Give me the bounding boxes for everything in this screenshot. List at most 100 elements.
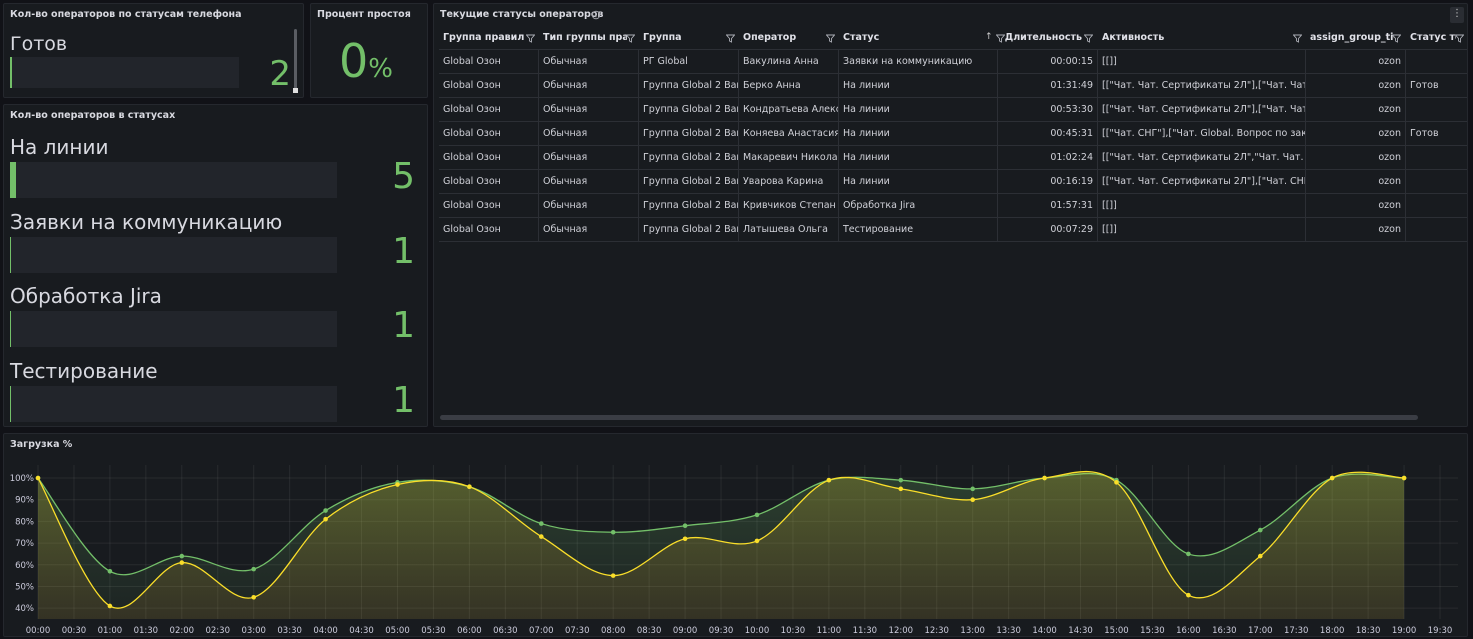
y-tick-label: 60% [15,561,34,571]
panel-menu[interactable]: ⋮ [1450,7,1464,23]
data-point [1401,475,1407,481]
table-cell: ozon [1306,146,1406,170]
series-area [38,471,1405,619]
table-cell: Тестирование [839,218,998,242]
column-header[interactable]: Активность [1102,32,1165,43]
gauge-label: Готов [10,33,68,55]
table-cell: Global Озон [439,146,539,170]
y-tick-label: 90% [15,496,34,506]
table-cell: Группа Global 2 Ваку [639,98,739,122]
table-panel: Текущие статусы операторов ⋮ Группа прав… [433,3,1468,427]
filter-icon[interactable] [1293,34,1302,43]
column-header[interactable]: Тип группы прав [543,32,627,43]
row-rule [439,241,1467,242]
y-tick-label: 50% [15,582,34,592]
panel-title: Загрузка % [10,439,73,450]
filter-shape [1293,34,1302,43]
data-point [538,534,544,539]
table-cell: [["Чат. СНГ"],["Чат. Global. Вопрос по з… [1098,122,1306,146]
x-tick-label: 11:30 [853,626,878,636]
table-cell: На линии [839,98,998,122]
table-cell: Global Озон [439,218,539,242]
data-point [1186,592,1191,598]
data-point [682,536,688,542]
column-header[interactable]: assign_group_ticl [1310,32,1394,43]
x-tick-label: 14:00 [1032,626,1057,636]
x-tick-label: 19:30 [1428,626,1453,636]
table-cell: ozon [1306,218,1406,242]
table-cell: На линии [839,122,998,146]
x-tick-label: 19:00 [1392,626,1417,636]
data-point [754,538,760,544]
x-tick-label: 05:30 [421,626,446,636]
gauge-bar [10,236,12,273]
x-tick-label: 12:00 [889,626,914,636]
table-cell: [["Чат. Чат. Сертификаты 2Л","Чат. Чат. … [1098,146,1306,170]
table-cell: Обычная [539,98,639,122]
gauge-label: Заявки на коммуникацию [10,209,283,234]
y-tick-label: 80% [15,517,34,527]
x-tick-label: 08:00 [601,626,626,636]
table-cell: [["Чат. Чат. Сертификаты 2Л"],["Чат. Чат… [1098,98,1306,122]
x-tick-label: 07:00 [529,626,554,636]
gauge-label: Тестирование [10,358,158,383]
idle-panel: Процент простоя 0% [310,3,428,98]
data-point [1329,475,1335,481]
gauge-track [10,236,337,273]
table-cell: 01:02:24 [998,146,1098,170]
x-tick-label: 06:00 [457,626,482,636]
panel-title: Кол-во операторов в статусах [10,110,176,121]
column-header[interactable]: Оператор [743,32,797,43]
panel-title: Кол-во операторов по статусам телефона [10,9,242,20]
table-cell: ozon [1306,50,1406,74]
row-rule [439,73,1467,74]
row-rule [439,145,1467,146]
table-cell: РГ Global [639,50,739,74]
filter-icon[interactable] [996,34,1005,43]
column-header[interactable]: Группа [643,32,682,43]
x-tick-label: 16:30 [1212,626,1237,636]
column-header[interactable]: Статус [843,32,880,43]
filter-icon[interactable] [1455,34,1464,43]
filter-icon[interactable] [826,34,835,43]
row-rule [439,121,1467,122]
series-line [37,470,1405,609]
y-tick-label: 40% [15,604,34,614]
filter-icon[interactable] [526,34,535,43]
gauge-value: 1 [392,305,415,346]
info-icon[interactable] [591,10,601,20]
data-point [251,595,256,600]
filter-icon[interactable] [726,34,735,43]
header-rule [439,49,1467,50]
h-scrollbar [440,415,1418,420]
filter-shape [996,34,1005,43]
data-point [395,482,400,487]
data-point [970,486,975,492]
x-tick-label: 08:30 [637,626,662,636]
data-point [35,475,41,481]
column-header[interactable]: Длительность [1004,32,1082,43]
filter-shape [526,34,535,43]
data-point [898,477,904,483]
table-cell: ozon [1306,194,1406,218]
column-header[interactable]: Статус теле [1410,32,1456,43]
table-cell: На линии [839,170,998,194]
x-tick-label: 17:30 [1284,626,1309,636]
filter-shape [1455,34,1464,43]
table-cell: Уварова Карина [739,170,839,194]
filter-icon[interactable] [626,34,635,43]
x-tick-label: 16:00 [1176,626,1201,636]
data-point [538,521,544,526]
column-header[interactable]: Группа правил [443,32,525,43]
data-point [1042,475,1047,481]
filter-icon[interactable] [1392,34,1401,43]
table-cell: Global Озон [439,170,539,194]
x-tick-label: 03:30 [277,626,302,636]
stat-number: 0 [339,34,369,88]
filter-icon[interactable] [1084,34,1093,43]
table-cell: 00:53:30 [998,98,1098,122]
table-cell: Global Озон [439,98,539,122]
x-tick-label: 05:00 [385,626,410,636]
data-point [251,566,256,572]
data-point [1114,480,1119,485]
